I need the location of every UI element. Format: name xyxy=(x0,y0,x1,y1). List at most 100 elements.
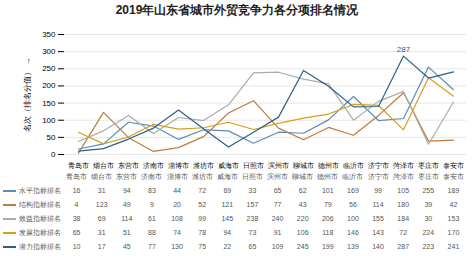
svg-text:139: 139 xyxy=(347,243,359,250)
svg-text:77: 77 xyxy=(274,201,282,208)
svg-text:烟台市: 烟台市 xyxy=(93,162,114,169)
svg-text:65: 65 xyxy=(73,229,81,236)
svg-text:31: 31 xyxy=(98,229,106,236)
svg-text:65: 65 xyxy=(274,187,282,194)
svg-text:51: 51 xyxy=(123,229,131,236)
svg-text:114: 114 xyxy=(121,215,132,222)
svg-text:241: 241 xyxy=(448,243,460,250)
svg-text:300: 300 xyxy=(42,47,56,56)
svg-text:青岛市: 青岛市 xyxy=(68,162,89,169)
svg-text:206: 206 xyxy=(322,215,334,222)
svg-text:结构指标排名: 结构指标排名 xyxy=(19,201,61,208)
svg-text:16: 16 xyxy=(73,187,81,194)
svg-text:153: 153 xyxy=(448,215,460,222)
svg-text:74: 74 xyxy=(173,229,181,236)
svg-text:91: 91 xyxy=(274,229,282,236)
svg-text:105: 105 xyxy=(397,187,409,194)
svg-text:效益指标排名: 效益指标排名 xyxy=(19,215,61,223)
svg-text:65: 65 xyxy=(249,243,257,250)
svg-text:日照市: 日照市 xyxy=(242,173,263,181)
svg-text:52: 52 xyxy=(198,201,206,208)
svg-text:99: 99 xyxy=(198,215,206,222)
svg-text:61: 61 xyxy=(148,215,156,222)
svg-text:118: 118 xyxy=(322,229,333,236)
svg-text:济南市: 济南市 xyxy=(141,173,162,181)
svg-text:临沂市: 临沂市 xyxy=(342,173,363,180)
svg-text:100: 100 xyxy=(42,116,56,125)
svg-text:255: 255 xyxy=(422,187,434,194)
svg-text:4: 4 xyxy=(75,201,79,208)
svg-text:94: 94 xyxy=(123,187,131,194)
svg-text:泰安市: 泰安市 xyxy=(443,162,464,169)
svg-text:72: 72 xyxy=(399,229,407,236)
svg-text:250: 250 xyxy=(42,64,56,73)
svg-text:枣庄市: 枣庄市 xyxy=(418,162,439,170)
svg-text:名次（排名分值） →: 名次（排名分值） → xyxy=(23,57,32,131)
svg-text:东营市: 东营市 xyxy=(116,173,137,180)
svg-text:菏泽市: 菏泽市 xyxy=(393,162,414,169)
svg-text:287: 287 xyxy=(397,243,409,250)
svg-text:38: 38 xyxy=(73,215,81,222)
svg-text:94: 94 xyxy=(223,229,231,236)
svg-text:101: 101 xyxy=(322,187,334,194)
svg-text:123: 123 xyxy=(96,201,108,208)
svg-text:德州市: 德州市 xyxy=(318,162,339,169)
svg-text:43: 43 xyxy=(299,201,307,208)
svg-text:49: 49 xyxy=(123,201,131,208)
svg-text:108: 108 xyxy=(171,215,183,222)
svg-text:106: 106 xyxy=(297,229,309,236)
svg-text:22: 22 xyxy=(223,243,231,250)
svg-text:143: 143 xyxy=(372,229,384,236)
svg-text:73: 73 xyxy=(249,229,257,236)
svg-text:德州市: 德州市 xyxy=(317,173,338,180)
svg-text:10: 10 xyxy=(73,243,81,250)
svg-text:121: 121 xyxy=(221,201,233,208)
svg-text:114: 114 xyxy=(372,201,383,208)
svg-text:淄博市: 淄博市 xyxy=(168,162,189,169)
svg-text:滨州市: 滨州市 xyxy=(267,173,288,181)
svg-text:220: 220 xyxy=(297,215,309,222)
svg-text:31: 31 xyxy=(98,187,106,194)
svg-text:0: 0 xyxy=(51,150,56,159)
svg-text:30: 30 xyxy=(424,215,432,222)
svg-text:287: 287 xyxy=(397,45,411,54)
svg-text:9: 9 xyxy=(150,201,154,208)
svg-text:99: 99 xyxy=(374,187,382,194)
svg-text:39: 39 xyxy=(424,201,432,208)
svg-text:130: 130 xyxy=(171,243,183,250)
svg-text:245: 245 xyxy=(297,243,309,250)
svg-text:170: 170 xyxy=(448,229,460,236)
svg-text:青岛市: 青岛市 xyxy=(66,173,87,180)
svg-text:17: 17 xyxy=(98,243,106,250)
svg-text:枣庄市: 枣庄市 xyxy=(418,173,439,181)
svg-text:69: 69 xyxy=(223,187,231,194)
svg-text:威海市: 威海市 xyxy=(217,173,238,180)
svg-text:33: 33 xyxy=(249,187,257,194)
svg-text:日照市: 日照市 xyxy=(243,162,264,170)
svg-text:69: 69 xyxy=(98,215,106,222)
svg-text:潍坊市: 潍坊市 xyxy=(192,173,213,180)
svg-text:100: 100 xyxy=(347,215,359,222)
svg-text:224: 224 xyxy=(422,229,434,236)
svg-text:淄博市: 淄博市 xyxy=(167,173,188,180)
svg-text:潜力指标排名: 潜力指标排名 xyxy=(19,243,61,250)
svg-text:180: 180 xyxy=(397,201,409,208)
svg-text:145: 145 xyxy=(221,215,233,222)
svg-text:菏泽市: 菏泽市 xyxy=(393,173,414,180)
svg-text:56: 56 xyxy=(349,201,357,208)
svg-text:水平指标排名: 水平指标排名 xyxy=(19,187,61,194)
svg-text:滨州市: 滨州市 xyxy=(268,162,289,170)
svg-text:42: 42 xyxy=(450,201,458,208)
svg-text:45: 45 xyxy=(123,243,131,250)
svg-text:62: 62 xyxy=(299,187,307,194)
svg-text:240: 240 xyxy=(272,215,284,222)
svg-text:聊城市: 聊城市 xyxy=(293,162,314,169)
svg-text:140: 140 xyxy=(372,243,384,250)
svg-text:109: 109 xyxy=(272,243,284,250)
svg-text:238: 238 xyxy=(247,215,259,222)
svg-text:150: 150 xyxy=(42,99,56,108)
svg-text:72: 72 xyxy=(198,187,206,194)
svg-text:79: 79 xyxy=(324,201,332,208)
svg-text:77: 77 xyxy=(148,243,156,250)
svg-text:199: 199 xyxy=(322,243,334,250)
